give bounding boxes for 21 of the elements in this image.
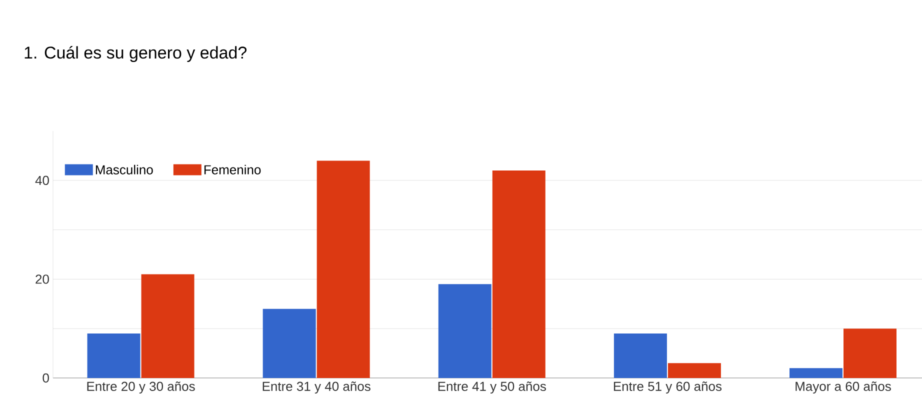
x-tick-label: Entre 51 y 60 años — [614, 382, 722, 394]
legend-label: Masculino — [96, 164, 153, 174]
y-tick-label: 20 — [36, 274, 49, 284]
bar — [262, 308, 316, 378]
bar — [87, 334, 140, 378]
legend-label: Femenino — [204, 164, 261, 174]
x-tick-label: Mayor a 60 años — [796, 382, 891, 394]
bar — [438, 284, 492, 378]
x-tick-label: Entre 41 y 50 años — [438, 382, 546, 394]
bar — [141, 274, 194, 378]
y-tick-label: 40 — [35, 176, 49, 186]
bar — [844, 328, 897, 378]
bar — [668, 363, 721, 378]
y-tick-label: 0 — [42, 373, 49, 383]
x-tick-label: Entre 31 y 40 años — [262, 382, 370, 394]
bar — [316, 160, 370, 378]
bar — [790, 368, 843, 378]
chart-title: 1. Cuál es su genero y edad? — [24, 46, 247, 62]
bar — [614, 334, 667, 378]
x-tick-label: Entre 20 y 30 años — [87, 382, 195, 394]
bar — [492, 170, 546, 378]
